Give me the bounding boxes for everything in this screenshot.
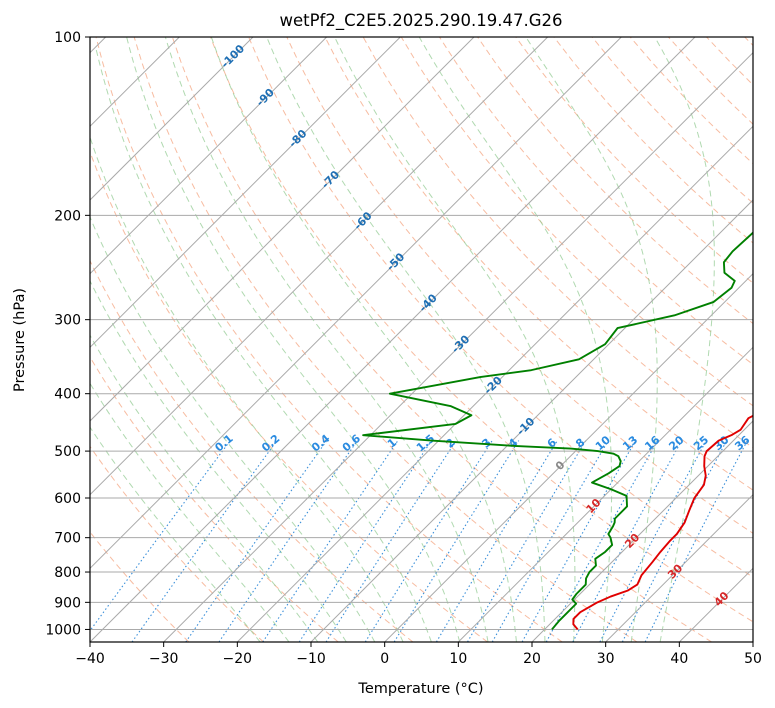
x-tick-label: 30 bbox=[597, 651, 615, 667]
y-tick-label: 700 bbox=[54, 531, 81, 547]
profile-series bbox=[362, 231, 753, 631]
isotherm-line bbox=[90, 37, 254, 201]
isotherm-line bbox=[605, 493, 753, 642]
moist-adiabat-line bbox=[90, 279, 347, 642]
moist-adiabat-line bbox=[334, 37, 576, 642]
dry-adiabat-line bbox=[210, 37, 753, 623]
x-tick-label: −20 bbox=[223, 651, 253, 667]
x-tick-label: 0 bbox=[380, 651, 389, 667]
isotherm-line bbox=[457, 346, 753, 642]
isotherm-line bbox=[90, 37, 401, 349]
dry-adiabat-line bbox=[90, 445, 264, 642]
y-tick-label: 600 bbox=[54, 491, 81, 507]
x-tick-label: −10 bbox=[296, 651, 326, 667]
dry-adiabat-line bbox=[286, 37, 753, 534]
y-tick-label: 1000 bbox=[45, 622, 81, 638]
dry-adiabat-line bbox=[171, 37, 712, 642]
mixing-ratio-line bbox=[325, 440, 457, 642]
y-tick-label: 900 bbox=[54, 595, 81, 611]
moist-adiabat-line bbox=[266, 37, 546, 642]
chart-title: wetPf2_C2E5.2025.290.19.47.G26 bbox=[279, 11, 562, 31]
dry-adiabat-line bbox=[90, 356, 339, 642]
moist-adiabat-line bbox=[418, 37, 613, 642]
x-axis: −40 −30 −20 −10 0 10 20 30 40 50 bbox=[75, 642, 762, 667]
y-tick-label: 800 bbox=[54, 565, 81, 581]
dry-adiabat-line bbox=[90, 259, 414, 642]
y-axis-title: Pressure (hPa) bbox=[12, 288, 28, 392]
y-tick-label: 200 bbox=[54, 208, 81, 224]
y-tick-label: 300 bbox=[54, 313, 81, 329]
pressure-gridlines bbox=[90, 37, 753, 630]
mixing-ratio-line bbox=[644, 440, 748, 642]
plot-frame bbox=[89, 36, 754, 643]
mixing-ratio-lines bbox=[90, 440, 748, 642]
moist-adiabat-line bbox=[90, 426, 261, 642]
mixing-ratio-line bbox=[185, 440, 328, 642]
isotherm-line bbox=[90, 37, 328, 275]
y-tick-label: 500 bbox=[54, 444, 81, 460]
isotherm-line bbox=[384, 272, 753, 642]
mixing-ratio-line bbox=[131, 440, 278, 642]
y-tick-label: 400 bbox=[54, 387, 81, 403]
isotherm-line bbox=[90, 37, 696, 642]
moist-adiabat-line bbox=[90, 334, 319, 642]
dewpoint-profile-line bbox=[362, 231, 753, 631]
mixing-ratio-line bbox=[90, 440, 231, 632]
mixing-ratio-line bbox=[545, 440, 659, 642]
y-tick-label: 100 bbox=[54, 30, 81, 46]
dry-adiabats bbox=[90, 37, 753, 642]
moist-adiabats bbox=[90, 37, 715, 642]
moist-adiabat-line bbox=[210, 37, 517, 642]
mixing-ratio-line bbox=[364, 440, 493, 642]
isotherm-line bbox=[310, 199, 753, 642]
moist-adiabat-line bbox=[95, 49, 432, 642]
mixing-ratio-line bbox=[298, 440, 432, 642]
dry-adiabat-line bbox=[324, 37, 753, 491]
dry-adiabat-line bbox=[248, 37, 753, 578]
plot-area: 0.1 0.2 0.4 0.6 1 1.5 2 3 4 6 8 10 13 16 20 25 30 36-100-… bbox=[90, 37, 753, 642]
x-tick-label: −40 bbox=[75, 651, 105, 667]
isotherm-line bbox=[531, 420, 753, 642]
x-axis-title: Temperature (°C) bbox=[357, 681, 483, 697]
mixing-ratio-line bbox=[467, 440, 587, 642]
moist-adiabat-line bbox=[90, 215, 376, 642]
temperature-profile-line bbox=[572, 414, 753, 631]
isotherm-line bbox=[90, 37, 622, 570]
x-tick-label: 20 bbox=[523, 651, 541, 667]
dry-adiabat-line bbox=[515, 37, 753, 284]
x-tick-label: 40 bbox=[670, 651, 688, 667]
moist-adiabat-line bbox=[654, 37, 715, 642]
isotherm-line bbox=[163, 51, 753, 642]
x-tick-label: 10 bbox=[449, 651, 467, 667]
moist-adiabat-line bbox=[90, 135, 404, 642]
moist-adiabat-line bbox=[164, 37, 489, 642]
moist-adiabat-line bbox=[126, 37, 461, 642]
mixing-ratio-line bbox=[218, 440, 358, 642]
isotherm-line bbox=[90, 37, 475, 422]
y-axis: 100 200 300 400 500 600 700 800 900 1000 bbox=[45, 30, 90, 638]
isotherm-line bbox=[90, 37, 549, 496]
mixing-ratio-line bbox=[521, 440, 637, 642]
x-tick-label: −30 bbox=[149, 651, 179, 667]
isotherm-line bbox=[236, 125, 753, 642]
mixing-ratio-line bbox=[572, 440, 683, 642]
moist-adiabat-line bbox=[90, 382, 290, 642]
mixing-ratio-line bbox=[435, 440, 558, 642]
moist-adiabat-line bbox=[525, 37, 658, 642]
isotherms bbox=[90, 37, 753, 642]
dry-adiabat-line bbox=[95, 37, 563, 642]
x-tick-label: 50 bbox=[744, 651, 762, 667]
mixing-ratio-line bbox=[262, 440, 399, 642]
